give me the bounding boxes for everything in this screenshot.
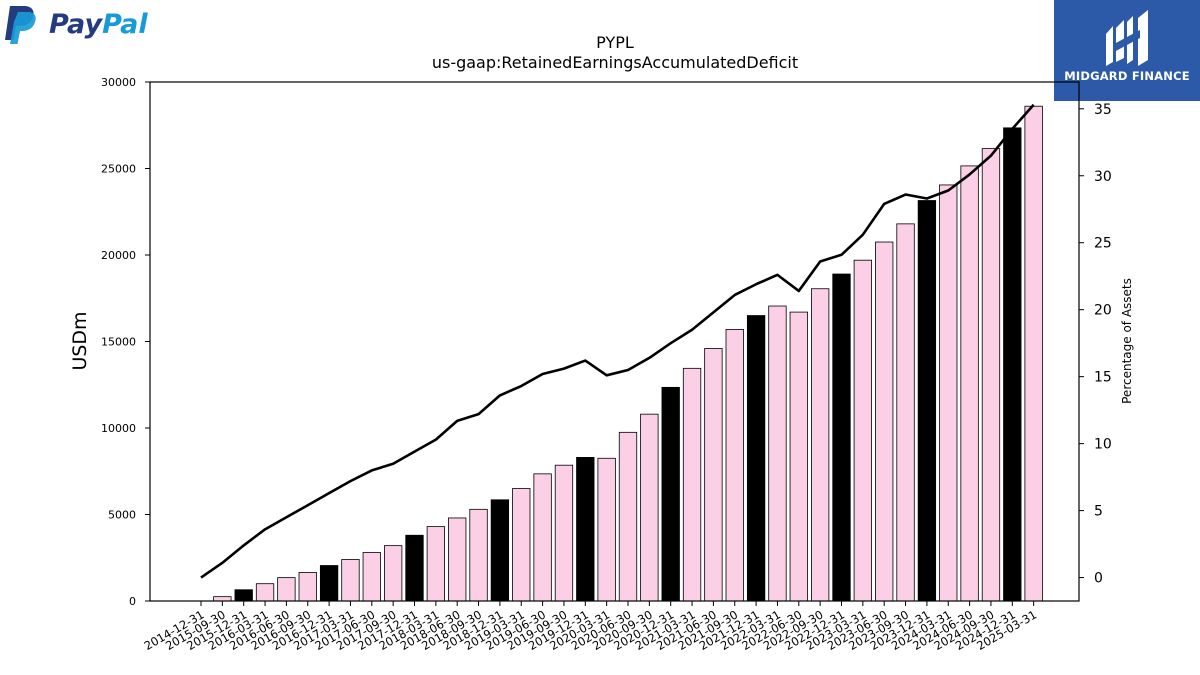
y2-tick-label: 25 [1094,236,1112,252]
bar [896,223,915,602]
bar [298,572,317,602]
bar [341,559,360,602]
y-tick-label: 0 [129,595,136,608]
bar [469,508,488,602]
y-tick-label: 20000 [101,249,136,262]
midgard-finance-logo: MIDGARD FINANCE [1054,0,1200,101]
bar [490,499,510,602]
bar [768,305,787,602]
line-series [200,103,1035,579]
bar [383,545,403,602]
y2-tick-label: 35 [1094,102,1112,118]
y2-tick-label: 15 [1094,370,1112,386]
chart-title: PYPL [596,33,634,52]
bar [746,315,766,602]
y-tick-label: 15000 [101,336,136,349]
bar [981,148,1001,602]
y2-tick-label: 0 [1094,571,1103,587]
axes: 0 5000 10000 15000 20000 25000 30000 0 5 10 15 20 25… [101,76,1112,653]
y2-tick-label: 30 [1094,169,1112,185]
bar [704,348,723,602]
bar [405,534,424,602]
bar [939,184,958,602]
y-tick-label: 5000 [108,509,136,522]
paypal-p-icon [5,6,36,44]
bar [875,241,894,602]
midgard-m-icon [1106,10,1148,66]
bar [811,288,830,602]
bar [917,200,937,602]
bar [255,583,275,602]
bar [533,473,552,602]
y2-tick-label: 20 [1094,303,1112,319]
bar [661,386,680,602]
y-tick-label: 10000 [101,422,136,435]
y-tick-label: 30000 [101,76,136,89]
y2-axis-label: Percentage of Assets [1120,278,1134,404]
bar [960,165,979,602]
bar [597,457,616,602]
chart-subtitle: us-gaap:RetainedEarningsAccumulatedDefic… [432,53,798,72]
bar [853,259,872,602]
bar [1024,105,1043,602]
bar [1003,127,1022,602]
midgard-finance-wordmark: MIDGARD FINANCE [1064,69,1190,83]
bar [640,413,659,602]
bar [234,589,253,602]
y-tick-label: 25000 [101,163,136,176]
y2-tick-label: 10 [1094,437,1112,453]
bar [277,577,296,602]
bar [725,328,744,602]
bar [554,464,574,602]
bar [426,526,446,602]
bar-series [213,105,1043,602]
paypal-wordmark: PayPal [49,9,148,40]
y-axis-label: USDm [69,311,91,370]
bar [512,488,531,602]
paypal-logo: PayPal [4,4,148,50]
bar [618,431,638,602]
y2-tick-label: 5 [1094,504,1103,520]
bar [576,457,595,602]
bar [448,517,467,602]
bar [319,565,339,602]
bar [832,273,851,602]
bar [682,367,702,602]
bar [362,552,381,602]
bar [789,311,808,602]
pct-of-assets-line [200,103,1035,579]
bar [213,596,232,602]
